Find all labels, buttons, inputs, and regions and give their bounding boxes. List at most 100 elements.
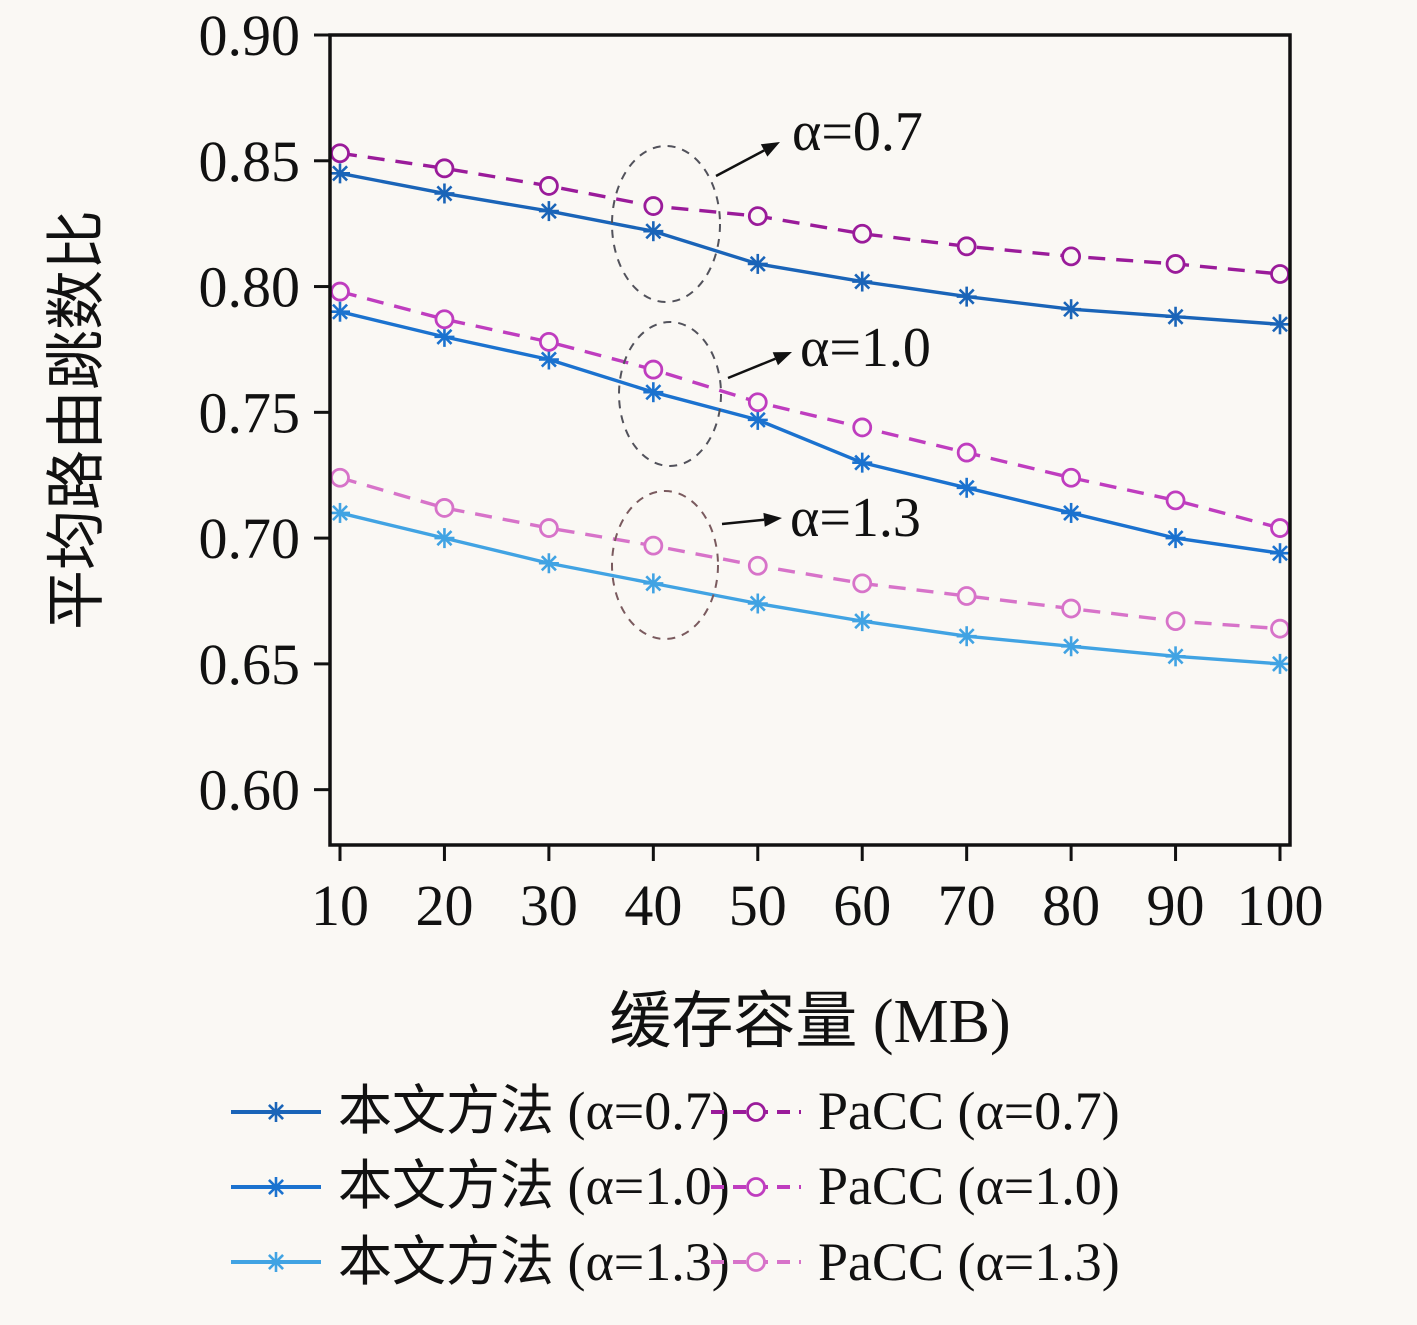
asterisk-marker — [1270, 314, 1290, 335]
x-tick-label: 10 — [311, 873, 369, 938]
x-tick-label: 100 — [1237, 873, 1324, 938]
legend-item: 本文方法 (α=0.7) — [228, 1081, 730, 1141]
asterisk-marker — [852, 452, 873, 473]
asterisk-marker — [1270, 653, 1290, 674]
circle-marker — [538, 176, 559, 196]
circle-marker — [1165, 254, 1186, 274]
asterisk-marker — [1061, 299, 1082, 320]
circle-marker — [956, 442, 977, 463]
asterisk-marker — [434, 183, 455, 204]
asterisk-marker — [956, 477, 977, 498]
annotation-label: α=1.3 — [790, 487, 921, 549]
circle-marker — [1165, 611, 1186, 632]
x-tick-label: 20 — [415, 873, 473, 938]
legend-label: 本文方法 (α=1.0) — [338, 1156, 730, 1217]
annotation-ellipse — [611, 490, 719, 640]
x-tick-label: 40 — [624, 873, 682, 938]
circle-marker — [643, 359, 664, 380]
circle-marker — [1061, 467, 1082, 488]
asterisk-marker — [434, 326, 455, 347]
circle-marker — [956, 586, 977, 606]
x-tick-label: 80 — [1042, 873, 1100, 938]
circle-marker — [852, 573, 873, 594]
y-tick-label: 0.70 — [199, 506, 301, 571]
legend-item: PaCC (α=1.3) — [708, 1231, 1408, 1292]
asterisk-marker — [1165, 528, 1186, 549]
x-tick-label: 90 — [1147, 873, 1205, 938]
asterisk-marker — [956, 286, 977, 307]
annotation-arrowhead — [763, 512, 782, 527]
series-markers — [330, 502, 1290, 674]
series-line — [339, 310, 1281, 555]
annotation-arrowhead — [760, 142, 780, 157]
series-line — [339, 171, 1281, 326]
circle-marker — [330, 467, 350, 488]
legend-swatch — [711, 1101, 801, 1122]
legend-label: 本文方法 (α=1.3) — [338, 1231, 730, 1292]
series-markers — [330, 467, 1290, 639]
series-markers — [330, 143, 1290, 284]
x-tick-label: 70 — [938, 873, 996, 938]
annotation-ellipse — [611, 145, 721, 303]
legend-swatch — [231, 1252, 321, 1273]
series-line — [339, 476, 1281, 631]
annotation-arrow — [721, 518, 765, 526]
y-tick-label: 0.60 — [199, 758, 301, 823]
circle-marker — [643, 535, 664, 556]
series-markers — [330, 163, 1290, 335]
circle-marker — [1061, 598, 1082, 619]
circle-marker — [852, 223, 873, 244]
y-tick-label: 0.90 — [199, 3, 301, 68]
x-tick-label: 60 — [833, 873, 891, 938]
asterisk-marker — [330, 502, 350, 523]
circle-marker — [1270, 264, 1290, 284]
legend-swatch — [231, 1101, 321, 1122]
circle-marker — [538, 518, 559, 538]
circle-marker — [1270, 618, 1290, 639]
asterisk-marker — [1270, 543, 1290, 564]
series-markers — [330, 301, 1290, 564]
asterisk-marker — [747, 253, 768, 274]
series-line — [339, 151, 1281, 276]
asterisk-marker — [643, 382, 664, 403]
legend-label: PaCC (α=0.7) — [818, 1081, 1120, 1141]
annotation-arrowhead — [772, 352, 792, 366]
asterisk-marker — [1061, 502, 1082, 523]
circle-marker — [330, 281, 350, 302]
y-tick-label: 0.75 — [199, 380, 301, 445]
annotation-label: α=0.7 — [792, 101, 923, 163]
asterisk-marker — [747, 593, 768, 614]
y-axis-title: 平均路由跳数比 — [44, 210, 110, 630]
asterisk-marker — [1165, 646, 1186, 667]
series-line — [339, 289, 1281, 530]
x-axis-title: 缓存容量 (MB) — [609, 988, 1011, 1056]
asterisk-marker — [643, 221, 664, 242]
annotation-arrow — [715, 149, 765, 178]
asterisk-marker — [1165, 306, 1186, 327]
series-line — [339, 511, 1281, 666]
circle-marker — [747, 392, 768, 413]
legend-swatch — [711, 1177, 801, 1197]
asterisk-marker — [956, 626, 977, 647]
annotation-arrow — [727, 357, 776, 380]
circle-marker — [1165, 490, 1186, 511]
y-tick-label: 0.85 — [199, 129, 301, 194]
legend-item: 本文方法 (α=1.3) — [228, 1232, 730, 1292]
x-tick-label: 30 — [520, 873, 578, 938]
annotation-ellipse — [618, 321, 722, 467]
legend-label: PaCC (α=1.3) — [818, 1231, 1120, 1292]
legend-item: 本文方法 (α=1.0) — [228, 1156, 730, 1216]
asterisk-marker — [330, 163, 350, 184]
legend-item: PaCC (α=1.0) — [708, 1156, 1408, 1217]
asterisk-marker — [538, 201, 559, 222]
circle-marker — [643, 196, 664, 216]
annotation-label: α=1.0 — [800, 317, 931, 379]
circle-marker — [434, 309, 455, 330]
asterisk-marker — [434, 528, 455, 549]
circle-marker — [434, 498, 455, 518]
circle-marker — [434, 158, 455, 179]
circle-marker — [1270, 518, 1290, 538]
legend-label: PaCC (α=1.0) — [818, 1156, 1120, 1217]
